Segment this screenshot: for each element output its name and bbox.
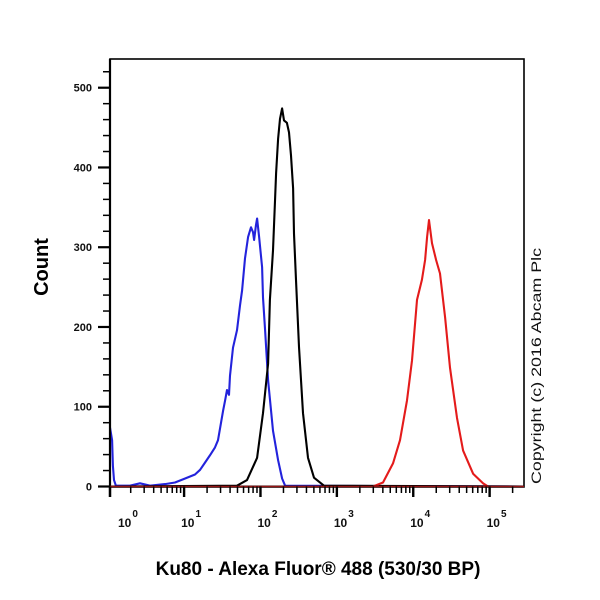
y-tick-label: 200 [74, 322, 92, 334]
x-tick-base: 10 [334, 516, 348, 530]
x-tick-base: 10 [257, 516, 271, 530]
x-tick-label: 104 [410, 509, 430, 530]
series-layer [108, 107, 525, 488]
x-tick-label: 101 [181, 509, 201, 530]
plot-frame [109, 58, 525, 488]
x-tick-exponent: 3 [348, 509, 354, 520]
x-tick-label: 105 [487, 509, 507, 530]
x-tick-base: 10 [118, 516, 132, 530]
copyright-annotation: Copyright (c) 2016 Abcam Plc [528, 248, 544, 484]
y-axis-label: Count [31, 238, 53, 296]
x-tick-base: 10 [487, 516, 501, 530]
y-axis: 0 100 200 300 400 500 [74, 59, 112, 497]
y-tick-label: 300 [74, 242, 92, 254]
series-black-curve [109, 107, 525, 488]
x-tick-exponent: 0 [132, 509, 138, 520]
series-red-curve [110, 219, 524, 488]
x-tick-exponent: 4 [425, 509, 431, 520]
y-tick-label: 0 [86, 482, 92, 494]
y-tick-label: 100 [74, 402, 92, 414]
x-axis-label: Ku80 - Alexa Fluor® 488 (530/30 BP) [156, 559, 481, 580]
x-tick-base: 10 [410, 516, 424, 530]
x-tick-exponent: 2 [272, 509, 278, 520]
y-tick-label: 500 [74, 83, 92, 95]
x-tick-base: 10 [181, 516, 195, 530]
x-tick-exponent: 5 [501, 509, 507, 520]
x-tick-label: 100 [118, 509, 138, 530]
y-tick-label: 400 [74, 162, 92, 174]
x-tick-label: 103 [334, 509, 354, 530]
x-tick-exponent: 1 [195, 509, 201, 520]
x-tick-label: 102 [257, 509, 277, 530]
